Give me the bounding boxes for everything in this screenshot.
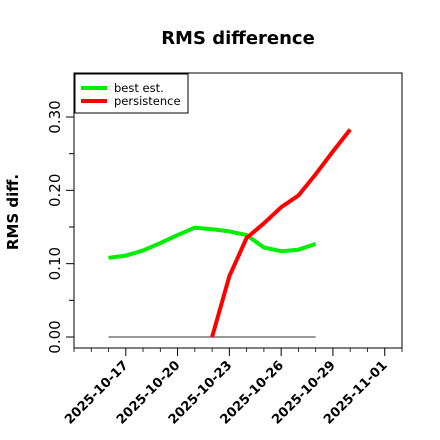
x-axis: 2025-10-172025-10-202025-10-232025-10-26…	[62, 348, 403, 428]
legend-label-best-est: best est.	[114, 81, 164, 95]
chart-title: RMS difference	[161, 28, 315, 49]
y-tick-label: 0.00	[46, 320, 64, 353]
plot-frame	[73, 72, 403, 349]
series-line-best-est	[108, 225, 317, 260]
series-layer	[108, 128, 352, 338]
y-tick-label: 0.20	[46, 174, 64, 207]
legend: best est. persistence	[74, 73, 189, 114]
y-tick-label: 0.30	[46, 100, 64, 133]
legend-box	[74, 73, 189, 114]
legend-label-persistence: persistence	[114, 94, 181, 108]
y-axis-label: RMS diff.	[4, 174, 22, 250]
series-line-persistence	[210, 128, 352, 338]
y-axis: 0.00 0.10 0.20 0.30	[46, 100, 74, 354]
y-tick-label: 0.10	[46, 247, 64, 280]
